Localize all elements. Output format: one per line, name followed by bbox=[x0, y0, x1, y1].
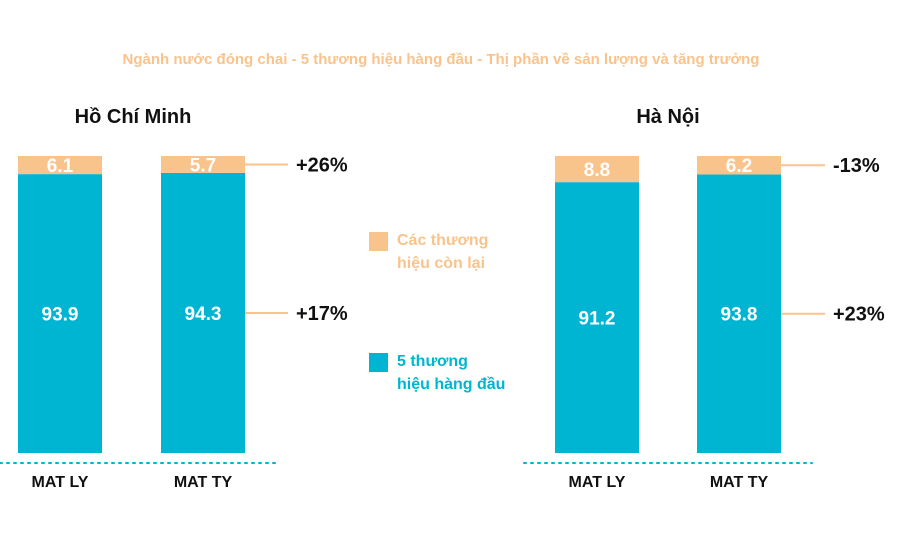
category-label: MAT TY bbox=[710, 474, 769, 491]
legend-item-0: Các thương hiệu còn lại bbox=[369, 232, 488, 272]
legend-item-1: 5 thương hiệu hàng đầu bbox=[369, 353, 505, 393]
bar-top5-brands bbox=[161, 172, 245, 453]
chart-panels: Hồ Chí Minh 93.9 6.1 MAT LY 94.3 5.7 MAT TY +26… bbox=[0, 106, 885, 491]
value-label-top5: 93.9 bbox=[42, 305, 79, 326]
legend-label: 5 thương bbox=[397, 353, 468, 370]
growth-label-top5: +17% bbox=[296, 303, 348, 325]
growth-label-top5: +23% bbox=[833, 304, 885, 326]
value-label-others: 8.8 bbox=[584, 160, 610, 181]
bar-top5-brands bbox=[697, 174, 781, 453]
legend-label: hiệu còn lại bbox=[397, 255, 485, 272]
growth-label-others: -13% bbox=[833, 155, 880, 177]
legend-label: hiệu hàng đầu bbox=[397, 376, 505, 393]
bar-other-brands bbox=[161, 156, 245, 173]
legend-swatch-square-icon bbox=[369, 232, 388, 251]
value-label-top5: 93.8 bbox=[721, 305, 758, 326]
chart-title: Ngành nước đóng chai - 5 thương hiệu hàn… bbox=[123, 51, 760, 68]
legend: Các thương hiệu còn lại 5 thương hiệu hàng … bbox=[369, 232, 505, 393]
panel-1: Hà Nội 91.2 8.8 MAT LY 93.8 6.2 MAT TY -13% +23% bbox=[523, 106, 885, 491]
panel-title: Hồ Chí Minh bbox=[75, 106, 192, 128]
value-label-others: 6.1 bbox=[47, 156, 74, 177]
bar-other-brands bbox=[555, 156, 639, 183]
value-label-others: 6.2 bbox=[726, 156, 752, 177]
category-label: MAT LY bbox=[32, 474, 89, 491]
bar-top5-brands bbox=[18, 174, 102, 453]
bar-other-brands bbox=[18, 156, 102, 175]
panel-0: Hồ Chí Minh 93.9 6.1 MAT LY 94.3 5.7 MAT TY +26… bbox=[0, 106, 348, 491]
category-label: MAT LY bbox=[569, 474, 626, 491]
bar-top5-brands bbox=[555, 182, 639, 454]
legend-label: Các thương bbox=[397, 232, 488, 249]
legend-swatch-square-icon bbox=[369, 353, 388, 372]
bar-other-brands bbox=[697, 156, 781, 175]
value-label-others: 5.7 bbox=[190, 155, 216, 176]
growth-label-others: +26% bbox=[296, 154, 348, 176]
value-label-top5: 91.2 bbox=[579, 309, 616, 330]
panel-title: Hà Nội bbox=[636, 106, 699, 128]
value-label-top5: 94.3 bbox=[185, 304, 222, 325]
category-label: MAT TY bbox=[174, 474, 233, 491]
